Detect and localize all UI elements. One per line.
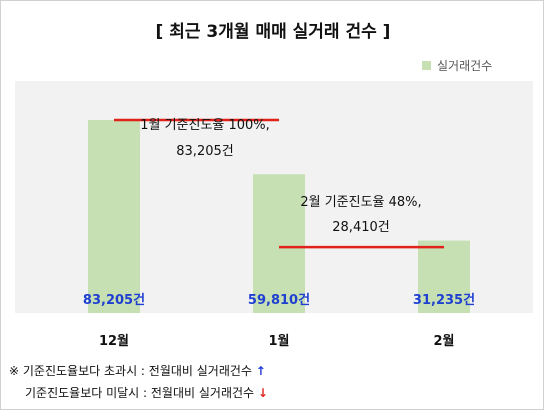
legend-label: 실거래건수	[437, 59, 493, 73]
category-label-1: 1월	[268, 333, 289, 349]
note-exceed: ※ 기준진도율보다 초과시 : 전월대비 실거래건수 ↑	[9, 362, 266, 379]
annotation-0-line1: 1월 기준진도율 100%,	[140, 118, 270, 133]
category-label-2: 2월	[433, 333, 454, 349]
value-label-1: 59,810건	[248, 292, 310, 308]
arrow-up-icon: ↑	[255, 364, 266, 378]
value-label-0: 83,205건	[83, 292, 145, 308]
arrow-down-icon: ↓	[257, 386, 268, 400]
category-label-0: 12월	[99, 333, 129, 349]
legend: 실거래건수	[422, 57, 492, 74]
value-label-2: 31,235건	[413, 292, 475, 308]
annotation-0-line2: 83,205건	[176, 144, 233, 159]
note-below: 기준진도율보다 미달시 : 전월대비 실거래건수 ↓	[25, 384, 268, 401]
note-exceed-text: 기준진도율보다 초과시 : 전월대비 실거래건수	[22, 364, 252, 378]
bar-1	[253, 174, 305, 313]
note-below-text: 기준진도율보다 미달시 : 전월대비 실거래건수	[25, 386, 255, 400]
bar-0	[88, 119, 140, 313]
chart-title: [ 최근 3개월 매매 실거래 건수 ]	[155, 22, 391, 42]
annotation-1-line2: 28,410건	[332, 220, 389, 235]
legend-swatch	[422, 61, 431, 70]
note-exceed-prefix: ※	[9, 364, 20, 378]
bar-2	[418, 240, 470, 313]
annotation-1-line1: 2월 기준진도율 48%,	[300, 195, 421, 210]
